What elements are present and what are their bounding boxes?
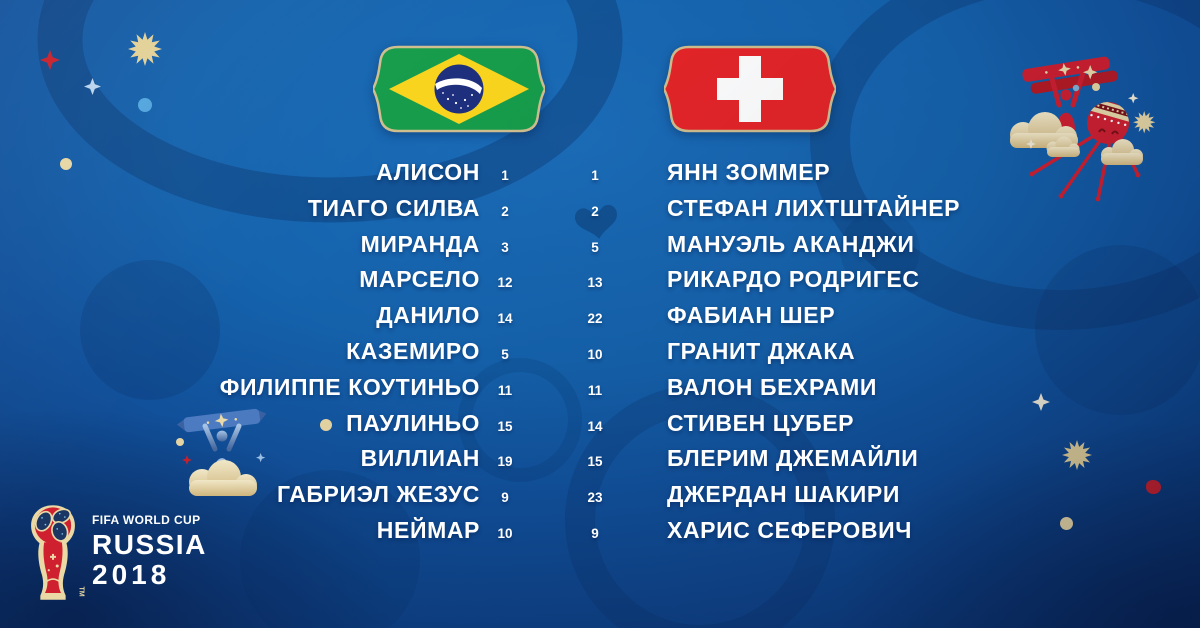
away-player-name: СТИВЕН ЦУБЕР <box>667 409 855 436</box>
away-player-number: 9 <box>591 525 599 541</box>
gold-dot <box>60 158 72 170</box>
home-player-number: 5 <box>501 346 509 362</box>
away-player-number: 5 <box>591 239 599 255</box>
logo-brand-text: FIFA WORLD CUP <box>92 513 201 527</box>
blue-sparkle-icon <box>84 78 101 95</box>
away-player-name: ДЖЕРДАН ШАКИРИ <box>667 481 900 508</box>
gold-dot <box>320 419 332 431</box>
blue-dot <box>138 98 152 112</box>
away-player-number: 15 <box>587 454 603 470</box>
home-player-name: МАРСЕЛО <box>359 266 480 293</box>
lineup-row: ФИЛИППЕ КОУТИНЬО 11 11 ВАЛОН БЕХРАМИ <box>0 370 1200 406</box>
home-player-number: 9 <box>501 490 509 506</box>
logo-country-text: RUSSIA <box>92 529 207 560</box>
away-player-number: 23 <box>587 490 603 506</box>
trademark-symbol: TM <box>77 586 85 597</box>
away-player-name: СТЕФАН ЛИХТШТАЙНЕР <box>667 194 961 221</box>
home-player-name: МИРАНДА <box>360 230 480 257</box>
switzerland-flag-badge <box>664 45 836 133</box>
red-diamond-star-icon <box>40 50 60 70</box>
red-fan-sputnik-illustration <box>1010 56 1156 202</box>
away-player-number: 2 <box>591 203 599 219</box>
lineup-row: ПАУЛИНЬО 15 14 СТИВЕН ЦУБЕР <box>0 406 1200 442</box>
home-player-name: ВИЛЛИАН <box>360 445 480 472</box>
home-player-number: 11 <box>497 382 513 398</box>
away-player-name: МАНУЭЛЬ АКАНДЖИ <box>667 230 915 257</box>
home-player-number: 15 <box>497 418 513 434</box>
away-player-number: 14 <box>587 418 603 434</box>
world-cup-trophy-icon <box>31 505 75 600</box>
lineup-row: ДАНИЛО 14 22 ФАБИАН ШЕР <box>0 298 1200 334</box>
home-player-name: ТИАГО СИЛВА <box>307 194 480 221</box>
away-player-number: 22 <box>587 311 603 327</box>
home-player-number: 3 <box>501 239 509 255</box>
away-player-name: ВАЛОН БЕХРАМИ <box>667 373 878 400</box>
lineups-table: АЛИСОН 1 1 ЯНН ЗОММЕР ТИАГО СИЛВА 2 2 СТ… <box>0 155 1200 549</box>
fifa-world-cup-logo: FIFA WORLD CUP RUSSIA 2018 <box>26 498 207 612</box>
away-player-name: ГРАНИТ ДЖАКА <box>667 337 856 364</box>
away-player-number: 11 <box>587 382 603 398</box>
home-player-number: 14 <box>497 311 513 327</box>
lineup-row: МАРСЕЛО 12 13 РИКАРДО РОДРИГЕС <box>0 262 1200 298</box>
home-player-name: ГАБРИЭЛ ЖЕЗУС <box>277 481 480 508</box>
lineup-row: МИРАНДА 3 5 МАНУЭЛЬ АКАНДЖИ <box>0 227 1200 263</box>
home-player-name: АЛИСОН <box>376 159 480 185</box>
away-player-name: РИКАРДО РОДРИГЕС <box>667 266 920 293</box>
red-blob <box>1146 480 1161 494</box>
home-player-number: 10 <box>497 525 513 541</box>
gold-dot <box>1060 517 1073 530</box>
away-player-name: ФАБИАН ШЕР <box>667 302 836 329</box>
lineup-row: НЕЙМАР 10 9 ХАРИС СЕФЕРОВИЧ <box>0 513 1200 549</box>
logo-year-text: 2018 <box>92 559 171 590</box>
lineup-row: КАЗЕМИРО 5 10 ГРАНИТ ДЖАКА <box>0 334 1200 370</box>
home-player-name: ФИЛИППЕ КОУТИНЬО <box>219 373 480 400</box>
home-player-number: 12 <box>497 275 513 291</box>
home-player-number: 19 <box>497 454 513 470</box>
lineup-row: ТИАГО СИЛВА 2 2 СТЕФАН ЛИХТШТАЙНЕР <box>0 191 1200 227</box>
home-player-name: ПАУЛИНЬО <box>346 409 480 436</box>
fan-with-banner-illustration <box>176 408 267 496</box>
home-player-number: 1 <box>501 168 509 183</box>
lineup-row: ГАБРИЭЛ ЖЕЗУС 9 23 ДЖЕРДАН ШАКИРИ <box>0 477 1200 513</box>
away-player-number: 1 <box>591 168 599 183</box>
gold-sun-icon <box>128 32 162 66</box>
lineup-row: АЛИСОН 1 1 ЯНН ЗОММЕР <box>0 155 1200 191</box>
away-player-number: 13 <box>587 275 603 291</box>
home-player-number: 2 <box>501 203 509 219</box>
home-player-name: НЕЙМАР <box>376 516 480 543</box>
away-player-name: ХАРИС СЕФЕРОВИЧ <box>667 516 912 543</box>
away-player-number: 10 <box>587 346 603 362</box>
home-player-name: ДАНИЛО <box>376 302 480 329</box>
brazil-flag-badge <box>373 45 545 133</box>
home-player-name: КАЗЕМИРО <box>346 337 480 364</box>
away-player-name: БЛЕРИМ ДЖЕМАЙЛИ <box>667 445 919 472</box>
lineup-row: ВИЛЛИАН 19 15 БЛЕРИМ ДЖЕМАЙЛИ <box>0 441 1200 477</box>
away-player-name: ЯНН ЗОММЕР <box>667 159 831 185</box>
